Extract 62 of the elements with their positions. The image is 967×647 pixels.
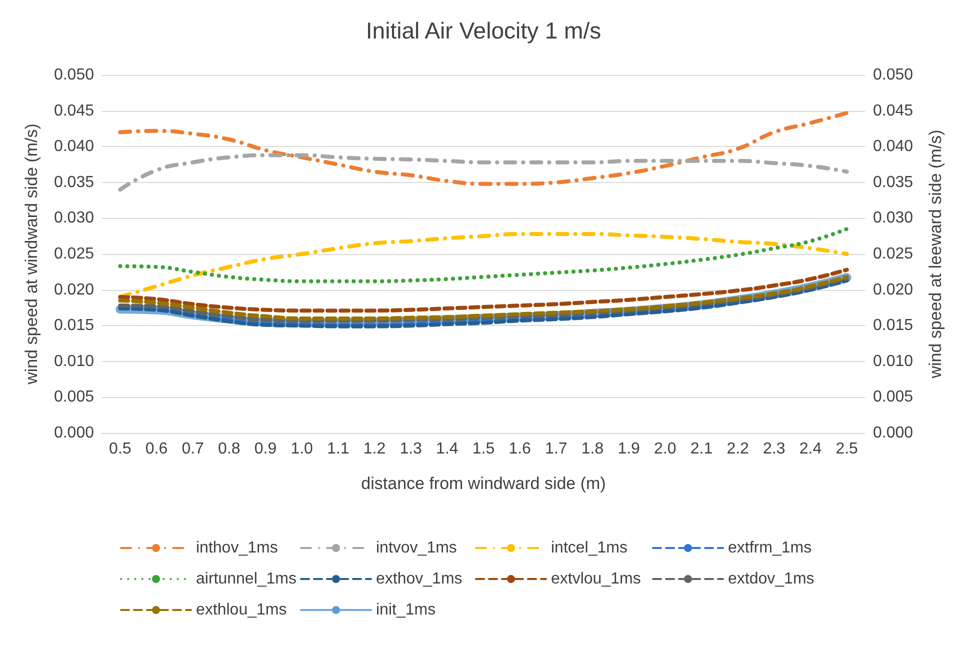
legend-label: inthov_1ms xyxy=(196,540,278,556)
x-axis-title: distance from windward side (m) xyxy=(361,474,606,493)
x-tick-label: 1.7 xyxy=(545,440,568,458)
legend-label: airtunnel_1ms xyxy=(196,570,296,588)
x-tick-label: 0.8 xyxy=(218,440,240,458)
y-tick-label: 0.015 xyxy=(54,317,94,334)
x-tick-label: 2.1 xyxy=(690,440,713,458)
y2-tick-label: 0.045 xyxy=(873,102,914,120)
x-tick-label: 1.3 xyxy=(400,440,422,458)
y2-tick-label: 0.035 xyxy=(873,174,914,191)
line-series xyxy=(118,232,849,299)
x-tick-label: 0.9 xyxy=(254,440,277,458)
x-tick-label: 1.0 xyxy=(290,440,314,458)
y-tick-label: 0.045 xyxy=(54,102,94,120)
y-tick-label: 0.025 xyxy=(54,246,94,262)
y-tick-label: 0.030 xyxy=(54,210,94,227)
x-tick-label: 0.5 xyxy=(109,440,132,458)
x-tick-label: 1.9 xyxy=(618,440,640,458)
y2-tick-label: 0.005 xyxy=(873,388,914,406)
y-tick-label: 0.020 xyxy=(54,281,94,298)
y-tick-label: 0.035 xyxy=(54,174,94,191)
legend-label: intvov_1ms xyxy=(376,540,457,556)
x-tick-label: 2.5 xyxy=(836,440,858,458)
x-tick-label: 0.7 xyxy=(182,440,204,458)
line-series xyxy=(118,153,849,192)
legend-label: exthlou_1ms xyxy=(196,602,287,618)
y2-tick-label: 0.010 xyxy=(873,352,914,370)
y2-tick-label: 0.040 xyxy=(873,138,914,156)
legend-label: intcel_1ms xyxy=(551,540,628,556)
x-tick-label: 1.1 xyxy=(327,440,350,458)
y2-tick-label: 0.025 xyxy=(873,246,914,262)
line-series xyxy=(118,110,849,186)
y-tick-label: 0.050 xyxy=(54,66,94,84)
y-axis-title: wind speed at windward side (m/s) xyxy=(22,124,41,386)
x-tick-label: 2.3 xyxy=(763,440,786,458)
legend-label: extvlou_1ms xyxy=(551,570,641,588)
y-tick-label: 0.010 xyxy=(54,352,94,370)
y2-tick-label: 0.020 xyxy=(873,281,914,298)
line-series xyxy=(118,226,849,284)
y-tick-label: 0.000 xyxy=(54,424,94,442)
y2-tick-label: 0.030 xyxy=(873,210,914,227)
line-series xyxy=(118,268,849,313)
x-tick-label: 2.0 xyxy=(654,440,676,458)
legend-label: init_1ms xyxy=(376,602,436,618)
x-tick-label: 1.5 xyxy=(472,440,495,458)
y2-tick-label: 0.000 xyxy=(873,424,914,442)
legend-label: extdov_1ms xyxy=(728,570,814,588)
y2-tick-label: 0.050 xyxy=(873,66,914,84)
y2-tick-label: 0.015 xyxy=(873,317,914,334)
x-tick-label: 1.8 xyxy=(581,440,604,458)
x-tick-label: 0.6 xyxy=(145,440,168,458)
y-tick-label: 0.040 xyxy=(54,138,94,156)
x-tick-label: 1.2 xyxy=(363,440,386,458)
chart-title: Initial Air Velocity 1 m/s xyxy=(366,18,602,44)
legend-label: exthov_1ms xyxy=(376,570,462,588)
y2-axis-title: wind speed at leeward side (m/s) xyxy=(926,130,945,380)
legend-label: extfrm_1ms xyxy=(728,540,812,556)
x-tick-label: 1.6 xyxy=(508,440,532,458)
x-tick-label: 2.4 xyxy=(799,440,822,458)
x-tick-label: 1.4 xyxy=(436,440,458,458)
x-tick-label: 2.2 xyxy=(726,440,750,458)
y-tick-label: 0.005 xyxy=(54,388,94,406)
